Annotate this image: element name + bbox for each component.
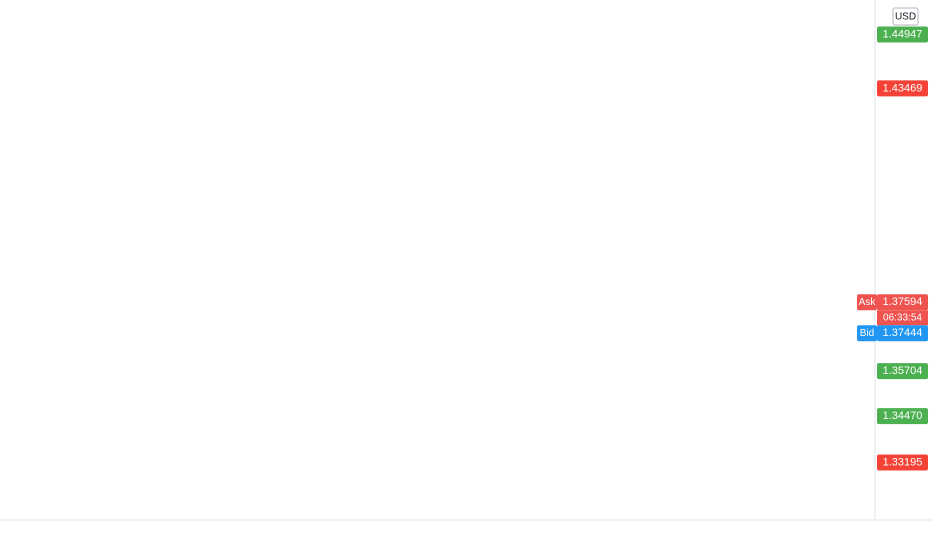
- level-box: [877, 408, 928, 425]
- currency[interactable]: USD: [895, 12, 916, 23]
- level-box: [877, 454, 928, 471]
- countdown: 06:33:54: [883, 312, 922, 323]
- level-label: 1.34470: [883, 410, 923, 422]
- bid-value-label: 1.37444: [883, 327, 923, 339]
- level-label: 1.35704: [883, 365, 923, 377]
- bid-name: Bid: [860, 328, 874, 339]
- countdown-box: [877, 310, 928, 326]
- bid-value-box: [877, 325, 928, 342]
- ask-name-box: [857, 294, 877, 311]
- level-label: 1.33195: [883, 456, 923, 468]
- level-label: 1.43469: [883, 82, 923, 94]
- axis-labels: 1.44947 1.43469 1.35704 1.34470 1.33195 Ask 1.…: [857, 26, 928, 471]
- ask-value-label: 1.37594: [883, 296, 923, 308]
- currency-box[interactable]: [892, 7, 919, 26]
- level-box: [877, 26, 928, 43]
- ask-name: Ask: [859, 297, 877, 308]
- ask-value-box: [877, 294, 928, 311]
- level-box: [877, 80, 928, 97]
- bid-name-box: [857, 325, 877, 342]
- level-label: 1.44947: [883, 28, 923, 40]
- level-box: [877, 363, 928, 380]
